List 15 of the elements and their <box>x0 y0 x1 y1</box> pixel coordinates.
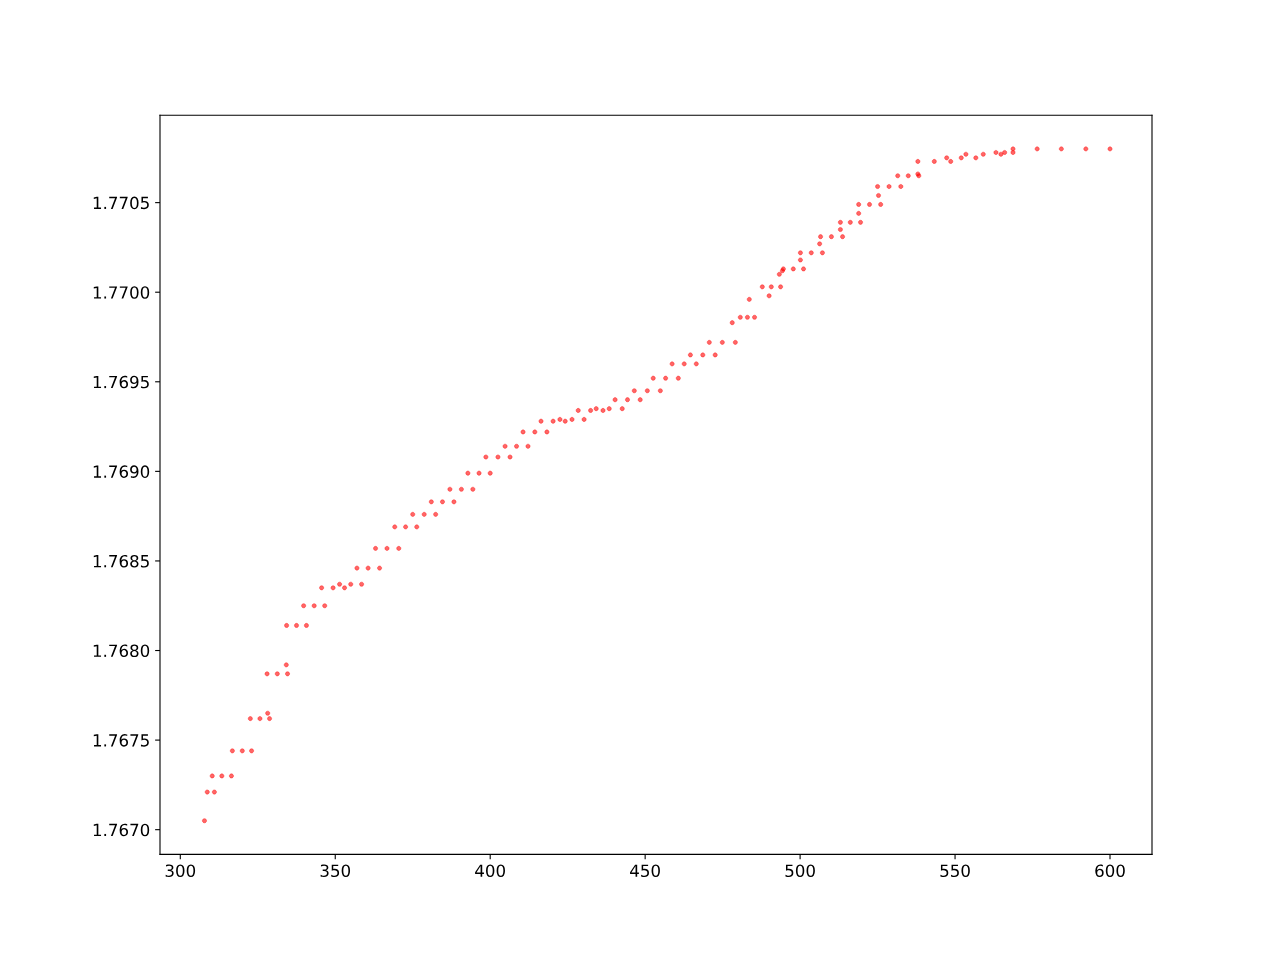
y-tick-label: 1.7685 <box>93 554 149 568</box>
x-tick-label: 450 <box>630 864 660 878</box>
y-tick-label: 1.7675 <box>93 734 149 747</box>
x-tick-label: 600 <box>1095 864 1125 878</box>
x-tick-label: 300 <box>165 864 196 878</box>
x-tick-label: 550 <box>940 864 970 878</box>
y-tick-label: 1.7680 <box>93 644 150 658</box>
y-tick-label: 1.7670 <box>93 823 150 837</box>
y-tick-label: 1.7690 <box>93 465 150 478</box>
y-tick-label: 1.7695 <box>93 375 149 389</box>
x-tick-label: 400 <box>475 864 505 878</box>
y-tick-label: 1.7705 <box>93 196 149 210</box>
x-tick-label: 350 <box>320 864 351 878</box>
y-tick-label: 1.7700 <box>93 286 150 299</box>
x-tick-label: 500 <box>785 864 815 878</box>
